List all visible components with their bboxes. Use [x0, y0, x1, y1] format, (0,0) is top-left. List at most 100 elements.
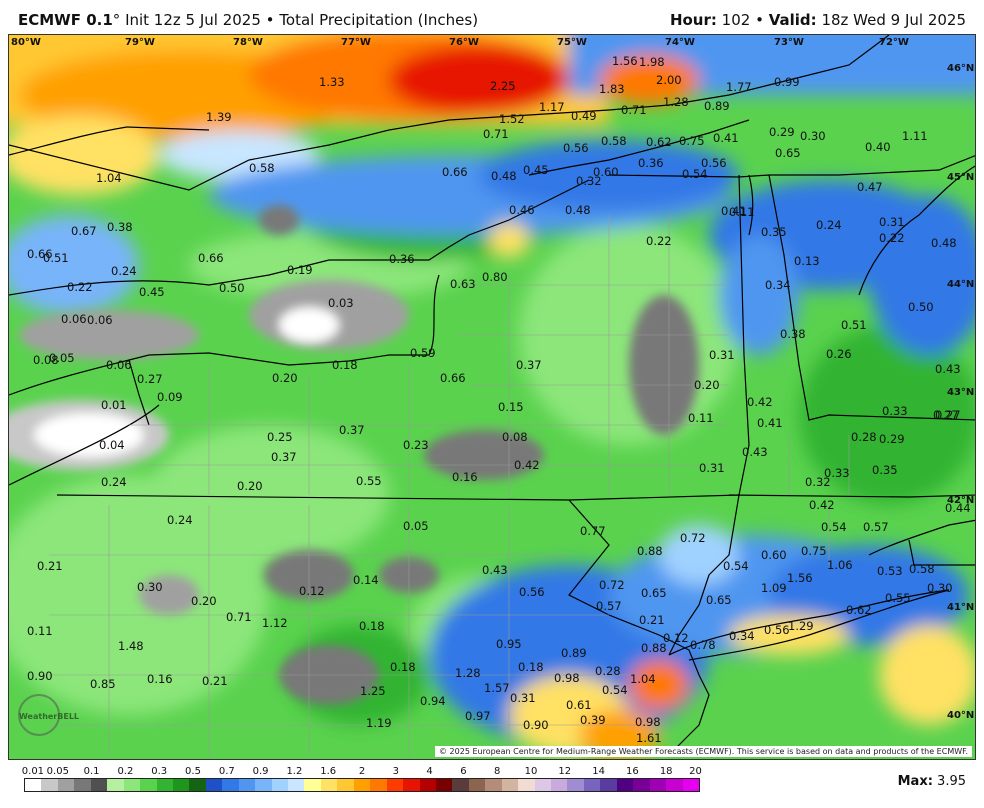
precip-value-label: 0.01 [101, 398, 127, 412]
precip-map: 80°W 79°W 78°W 77°W 76°W 75°W 74°W 73°W 72°W 46°… [8, 34, 976, 760]
legend-color-swatch [551, 779, 568, 791]
precip-value-label: 0.29 [879, 432, 905, 446]
precip-value-label: 0.31 [709, 348, 735, 362]
precip-value-label: 0.30 [927, 581, 953, 595]
precip-value-label: 0.35 [761, 225, 787, 239]
precip-value-label: 1.04 [630, 672, 656, 686]
precip-value-label: 0.30 [137, 580, 163, 594]
precip-value-label: 0.98 [635, 715, 661, 729]
precip-value-label: 0.95 [496, 637, 522, 651]
precip-value-label: 1.12 [262, 616, 288, 630]
legend-color-swatch [107, 779, 124, 791]
precip-value-label: 0.58 [601, 134, 627, 148]
precip-value-label: 0.58 [909, 562, 935, 576]
precip-value-label: 0.89 [561, 646, 587, 660]
precip-value-label: 0.27 [935, 408, 961, 422]
legend-tick-label: 1.6 [320, 766, 337, 777]
precip-value-label: 0.19 [287, 263, 313, 277]
precip-value-label: 0.53 [877, 564, 903, 578]
precip-value-label: 0.18 [359, 619, 385, 633]
precip-value-label: 0.60 [761, 548, 787, 562]
precip-value-label: 0.23 [403, 438, 429, 452]
legend-tick-label: 20 [689, 766, 702, 777]
legend-color-swatch [238, 779, 256, 791]
longitude-label: 79°W [125, 37, 155, 48]
legend-tick-label: 18 [659, 766, 673, 777]
precip-value-label: 0.11 [729, 205, 755, 219]
precip-value-label: 0.37 [339, 423, 365, 437]
precip-value-label: 0.12 [663, 631, 689, 645]
precip-value-label: 1.48 [118, 639, 144, 653]
map-canvas: 80°W 79°W 78°W 77°W 76°W 75°W 74°W 73°W 72°W 46°… [9, 35, 975, 759]
precip-value-label: 0.57 [596, 599, 622, 613]
latitude-label: 43°N [947, 387, 974, 398]
precip-value-label: 0.43 [482, 563, 508, 577]
valid-separator: • [755, 11, 764, 29]
precip-value-label: 0.18 [390, 660, 416, 674]
precip-value-label: 0.98 [554, 671, 580, 685]
legend-color-swatch [288, 779, 305, 791]
legend-tick-label: 0.2 [117, 766, 134, 777]
precip-value-label: 0.21 [202, 674, 228, 688]
precip-value-label: 0.51 [43, 251, 69, 265]
precip-value-label: 0.56 [563, 141, 589, 155]
legend-color-swatch [600, 779, 617, 791]
longitude-label: 77°W [341, 37, 371, 48]
legend-color-swatch [205, 779, 223, 791]
precip-value-label: 0.99 [774, 75, 800, 89]
legend-color-swatch [222, 779, 239, 791]
precip-value-label: 0.05 [403, 519, 429, 533]
precip-value-label: 0.31 [879, 215, 905, 229]
precip-value-label: 0.43 [935, 362, 961, 376]
precip-value-label: 0.08 [502, 430, 528, 444]
longitude-label: 72°W [879, 37, 909, 48]
precip-value-label: 0.27 [137, 372, 163, 386]
precip-value-label: 0.38 [780, 327, 806, 341]
legend-tick-label: 0.9 [252, 766, 269, 777]
precip-value-label: 1.04 [96, 171, 122, 185]
precip-value-label: 0.32 [576, 174, 602, 188]
precip-value-label: 0.33 [824, 466, 850, 480]
precip-value-label: 0.24 [101, 475, 127, 489]
legend-color-swatch [649, 779, 667, 791]
precip-value-label: 0.49 [571, 109, 597, 123]
legend-color-swatch [501, 779, 519, 791]
precip-value-label: 0.45 [523, 163, 549, 177]
legend-tick-label: 0.5 [185, 766, 201, 777]
valid-value: 18z Wed 9 Jul 2025 [821, 11, 966, 29]
title-separator: • [265, 11, 275, 29]
legend-color-swatch [271, 779, 288, 791]
precip-value-label: 0.22 [67, 280, 93, 294]
precip-value-label: 1.57 [484, 681, 510, 695]
longitude-label: 75°W [557, 37, 587, 48]
precip-value-label: 0.61 [566, 698, 592, 712]
legend-tick-label: 1.2 [286, 766, 303, 777]
legend-tick-label: 14 [592, 766, 605, 777]
precip-value-label: 1.25 [360, 684, 386, 698]
legend-tick-label: 16 [626, 766, 639, 777]
legend-color-swatch [90, 779, 108, 791]
legend-color-swatch [682, 779, 699, 791]
legend-color-swatch [518, 779, 535, 791]
legend-tick-label: 0.05 [46, 766, 69, 777]
precip-value-label: 0.42 [809, 498, 835, 512]
hour-value: 102 [721, 11, 751, 29]
precip-value-label: 0.75 [679, 134, 705, 148]
precip-value-label: 0.11 [688, 411, 714, 425]
precip-value-label: 1.28 [663, 95, 689, 109]
precip-value-label: 1.11 [902, 129, 928, 143]
chart-title: ECMWF 0.1° Init 12z 5 Jul 2025 • Total P… [18, 11, 478, 29]
hour-label: Hour: [669, 11, 717, 29]
precip-value-label: 0.94 [420, 694, 446, 708]
precip-value-label: 1.19 [366, 716, 392, 730]
county-lines [49, 215, 850, 755]
precip-value-label: 0.16 [452, 470, 478, 484]
longitude-label: 78°W [233, 37, 263, 48]
precip-value-label: 0.13 [794, 254, 820, 268]
precip-value-label: 1.33 [319, 75, 345, 89]
precip-value-label: 0.11 [27, 624, 53, 638]
precip-value-label: 0.89 [704, 99, 730, 113]
legend-ticks: 0.01 0.05 0.1 0.2 0.3 0.5 0.7 0.9 1.2 1.6 2 3 4 6 8 10 1… [22, 766, 702, 778]
legend-color-swatch [25, 779, 42, 791]
legend-color-swatch [666, 779, 683, 791]
